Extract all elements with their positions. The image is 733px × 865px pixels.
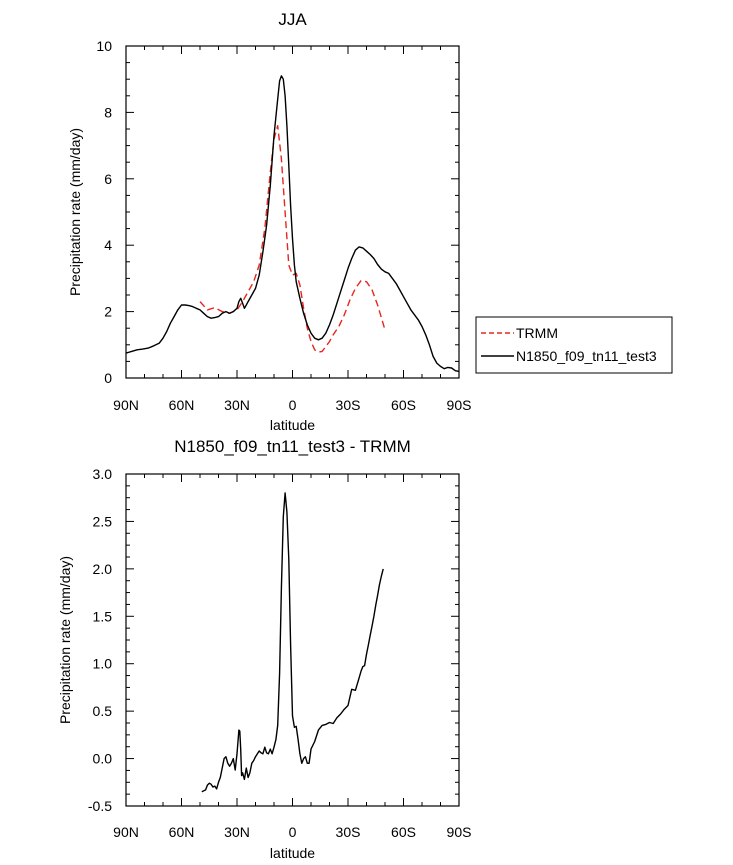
x-tick-label: 30N (224, 397, 250, 413)
y-tick-label: 1.0 (93, 656, 113, 672)
y-tick-label: -0.5 (88, 798, 112, 814)
y-tick-label: 0.0 (93, 751, 113, 767)
y-tick-label: 8 (104, 104, 112, 120)
chart-title: N1850_f09_tn11_test3 - TRMM (174, 437, 411, 456)
y-tick-label: 10 (96, 38, 112, 54)
series-line-n1850-f09-tn11-test3-trmm (202, 493, 383, 792)
x-tick-label: 30N (224, 824, 250, 840)
x-tick-label: 30S (336, 824, 361, 840)
x-tick-label: 0 (289, 824, 297, 840)
legend-label: N1850_f09_tn11_test3 (516, 348, 657, 364)
series-line-n1850-f09-tn11-test3 (126, 76, 459, 372)
x-tick-label: 30S (336, 397, 361, 413)
plot-frame (126, 46, 459, 378)
chart-panel-2: 90N 60N 30N 0 30S 60S 90S -0.5 0.0 0.5 1.0 1.5 2.0 2.… (57, 437, 471, 861)
x-tick-label: 60S (391, 397, 416, 413)
x-tick-label: 60N (169, 397, 195, 413)
legend-label: TRMM (516, 325, 558, 341)
x-tick-label: 0 (289, 397, 297, 413)
x-tick-label: 90S (447, 397, 472, 413)
y-tick-label: 4 (104, 237, 112, 253)
chart-figure: 90N 60N 30N 0 30S 60S 90S 0 2 4 6 8 10 JJA latitude Pre… (0, 0, 733, 865)
x-tick-label: 60N (169, 824, 195, 840)
y-tick-label: 2 (104, 304, 112, 320)
y-tick-label: 2.5 (93, 513, 113, 529)
x-tick-label: 90S (447, 824, 472, 840)
chart-panel-1: 90N 60N 30N 0 30S 60S 90S 0 2 4 6 8 10 JJA latitude Pre… (67, 10, 672, 433)
y-tick-label: 0.5 (93, 703, 113, 719)
x-tick-label: 90N (113, 397, 139, 413)
legend-box (476, 317, 672, 373)
y-tick-label: 1.5 (93, 608, 113, 624)
chart-title: JJA (278, 10, 307, 29)
y-axis-label: Precipitation rate (mm/day) (67, 128, 83, 296)
y-tick-label: 3.0 (93, 466, 113, 482)
y-tick-label: 6 (104, 171, 112, 187)
y-tick-label: 2.0 (93, 561, 113, 577)
legend: TRMM N1850_f09_tn11_test3 (476, 317, 672, 373)
x-axis-label: latitude (270, 845, 315, 861)
plot-frame (126, 474, 459, 806)
y-tick-label: 0 (104, 370, 112, 386)
x-tick-label: 90N (113, 824, 139, 840)
x-tick-label: 60S (391, 824, 416, 840)
y-axis-label: Precipitation rate (mm/day) (57, 556, 73, 724)
x-axis-label: latitude (270, 417, 315, 433)
